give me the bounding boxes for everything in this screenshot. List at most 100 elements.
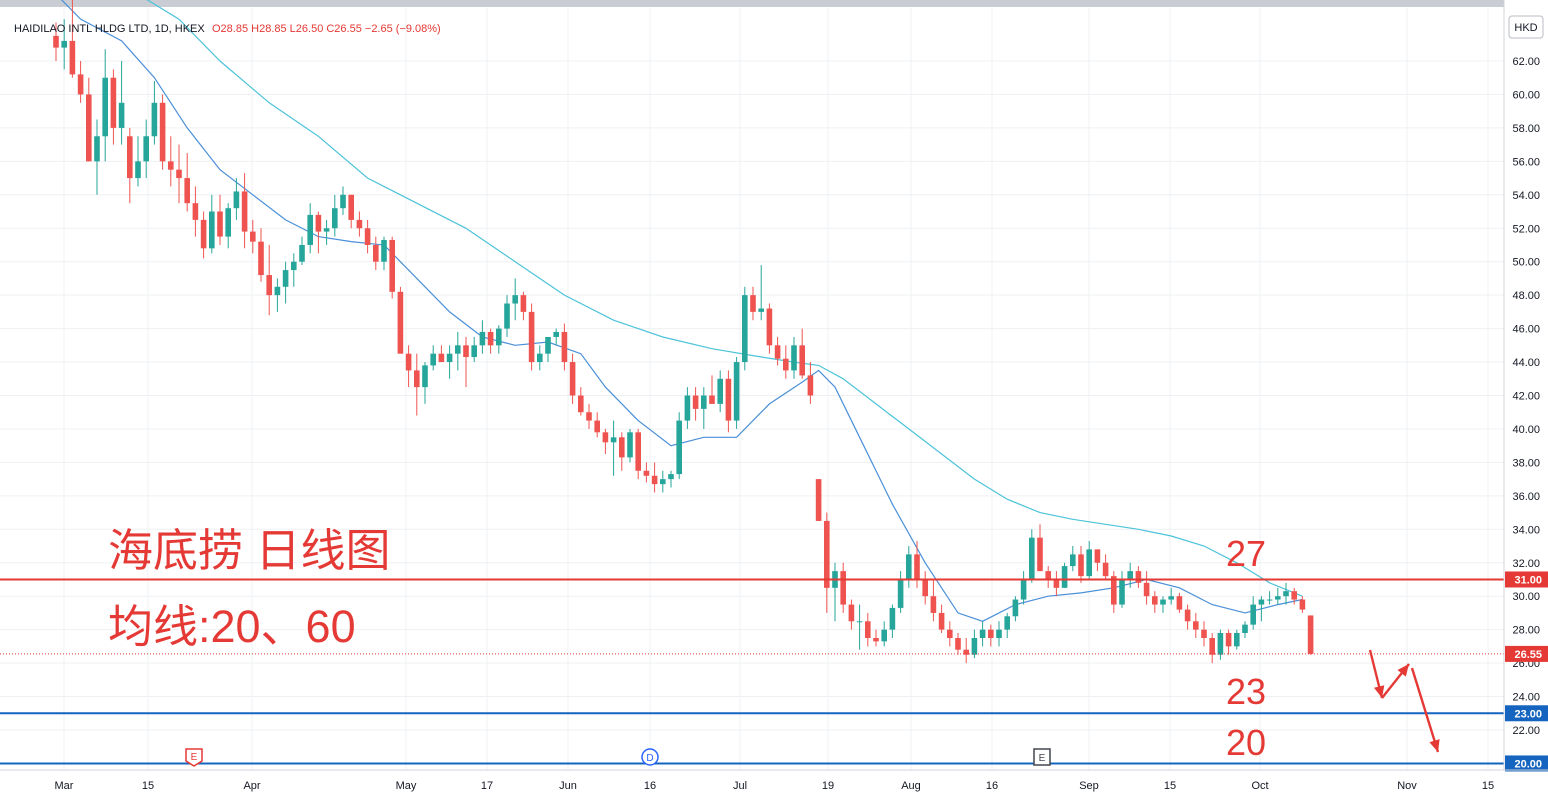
time-tick-label: Oct (1251, 780, 1268, 792)
price-tick-label: 28.00 (1512, 625, 1540, 637)
candle-body (405, 353, 412, 371)
candle (1176, 592, 1183, 613)
candle (233, 178, 240, 220)
candle-body (77, 74, 84, 95)
candle-body (455, 345, 461, 354)
candle (668, 470, 674, 488)
candle (1102, 554, 1109, 580)
candle-body (217, 211, 223, 237)
candle-body (299, 244, 305, 262)
candle (61, 19, 67, 70)
candle (1234, 629, 1240, 650)
candle-body (463, 345, 469, 358)
time-axis[interactable]: Mar 15 Apr May 17 Jun 16 Jul 19 Aug 16 Sep 15 Oct Nov 1… (0, 769, 1548, 792)
candle-body (176, 169, 182, 179)
candle-body (282, 270, 289, 287)
candle-body (315, 214, 322, 232)
candle (906, 546, 912, 588)
candle-body (520, 295, 527, 312)
candle-body (1275, 596, 1281, 600)
time-tick-label: Apr (243, 780, 260, 792)
candle (299, 236, 305, 266)
time-tick-label: 15 (142, 780, 154, 792)
ma60-line (146, 0, 1303, 597)
candle-body (233, 191, 240, 209)
candle (422, 362, 428, 404)
candle (766, 303, 773, 354)
candle (955, 632, 961, 655)
arrow-head (1374, 685, 1385, 698)
candle-body (496, 328, 502, 346)
candle (660, 470, 666, 493)
candle-body (1184, 609, 1191, 622)
price-tick-label: 50.00 (1512, 257, 1540, 269)
candle (291, 253, 297, 287)
candle-body (988, 629, 994, 639)
candle (118, 61, 125, 145)
candle (701, 387, 707, 429)
time-tick-label: Jul (733, 780, 747, 792)
candle-body (684, 395, 691, 421)
candle (922, 571, 928, 605)
candle (53, 22, 59, 61)
level-badge-text: 23.00 (1514, 708, 1542, 720)
candle (1225, 629, 1232, 655)
arrow-shaft (1410, 667, 1440, 753)
candle-body (906, 554, 912, 580)
candle (832, 562, 838, 622)
dividend-marker-icon: D (641, 748, 659, 766)
price-tick-label: 58.00 (1512, 123, 1540, 135)
candle (135, 136, 141, 187)
candle-body (651, 475, 658, 485)
price-tick-label: 40.00 (1512, 424, 1540, 436)
candle (471, 336, 477, 363)
candle (438, 345, 445, 363)
candle-body (586, 412, 592, 421)
candle-body (783, 358, 789, 371)
candle (561, 323, 568, 371)
price-tick-label: 24.00 (1512, 692, 1540, 704)
candle (947, 621, 953, 647)
annotation-title: 海底捞 日线图 (108, 525, 391, 576)
price-axis[interactable]: 62.00 60.00 58.00 56.00 54.00 52.00 50.00 48.00… (1503, 0, 1548, 803)
time-tick-label: 16 (644, 780, 656, 792)
price-tick-label: 56.00 (1512, 156, 1540, 168)
candle (586, 403, 592, 429)
candle (192, 186, 199, 237)
candle (1209, 632, 1215, 664)
price-tick-label: 52.00 (1512, 223, 1540, 235)
candle-body (504, 303, 510, 329)
candle (553, 328, 559, 346)
candle (381, 236, 387, 271)
marker-letter: E (191, 752, 198, 763)
candle-body (127, 136, 133, 179)
candle (1275, 587, 1281, 605)
candle-body (389, 239, 395, 292)
candle-body (512, 295, 518, 304)
level-label-20: 20 (1226, 722, 1266, 763)
candle (397, 286, 404, 354)
level-badge (1505, 705, 1548, 722)
candle-body (774, 345, 781, 359)
window-top-border (0, 0, 1548, 7)
candle-body (897, 579, 904, 608)
earnings-marker-icon: E (1033, 748, 1051, 766)
candles-layer (53, 0, 1314, 664)
grid-lines (0, 8, 1504, 770)
candle-body (1234, 632, 1240, 647)
candle (86, 77, 92, 162)
price-tick-label: 36.00 (1512, 491, 1540, 503)
candle-body (200, 219, 207, 249)
marker-shape (641, 748, 659, 766)
candle (356, 211, 363, 237)
candle (1111, 571, 1117, 613)
candle (758, 265, 764, 321)
candle (996, 621, 1002, 647)
candle-body (856, 621, 863, 623)
candle (594, 412, 600, 438)
candle (405, 345, 412, 388)
candle (1094, 549, 1101, 572)
candle-body (865, 621, 871, 639)
